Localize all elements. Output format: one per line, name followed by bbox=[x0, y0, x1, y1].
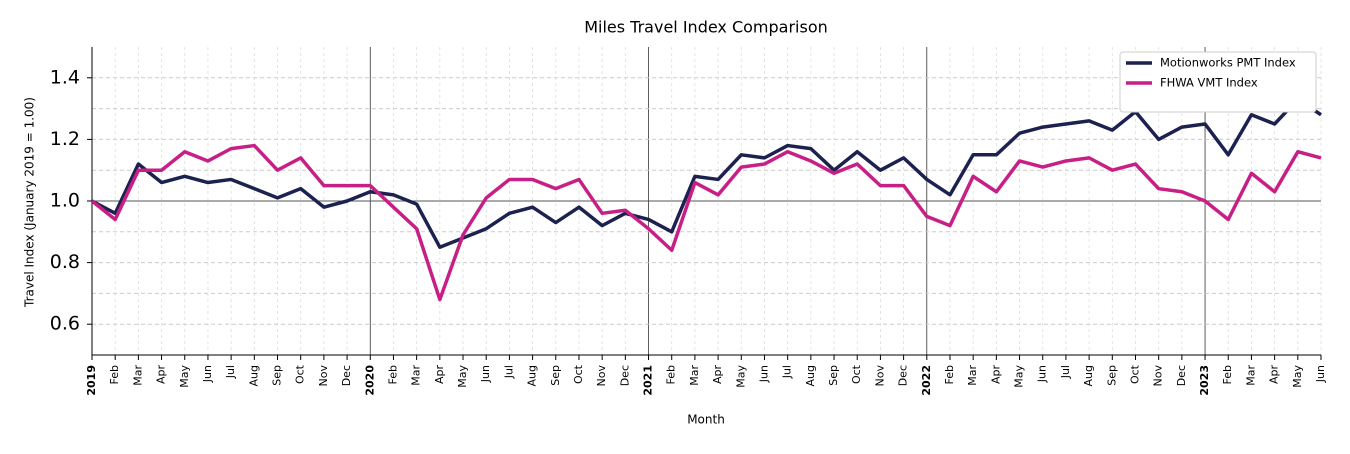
x-tick-label: Jun bbox=[757, 365, 770, 383]
x-tick-label: Nov bbox=[873, 365, 886, 387]
x-tick-label: Feb bbox=[943, 365, 956, 384]
x-tick-label: Sep bbox=[1105, 365, 1118, 386]
x-tick-label: 2023 bbox=[1198, 365, 1211, 396]
y-tick-label: 1.0 bbox=[50, 190, 80, 212]
x-tick-label: Sep bbox=[827, 365, 840, 386]
x-tick-label: Dec bbox=[618, 365, 631, 386]
x-tick-label: May bbox=[1291, 365, 1304, 388]
x-tick-label: Aug bbox=[1082, 365, 1095, 386]
x-tick-label: 2019 bbox=[85, 365, 98, 396]
legend-label: Motionworks PMT Index bbox=[1160, 56, 1296, 70]
x-tick-label: Jun bbox=[201, 365, 214, 383]
x-tick-label: 2020 bbox=[363, 365, 376, 396]
x-tick-label: Oct bbox=[1128, 364, 1141, 384]
x-tick-label: Jul bbox=[502, 365, 515, 379]
x-tick-label: Dec bbox=[897, 365, 910, 386]
x-tick-label: Jul bbox=[1059, 365, 1072, 379]
x-tick-label: 2022 bbox=[920, 365, 933, 396]
x-tick-label: Dec bbox=[340, 365, 353, 386]
x-tick-label: Nov bbox=[1152, 365, 1165, 387]
x-tick-label: Apr bbox=[155, 365, 168, 385]
x-tick-label: Aug bbox=[526, 365, 539, 386]
series-line bbox=[91, 97, 1322, 249]
x-tick-label: Jul bbox=[224, 365, 237, 379]
x-tick-label: Aug bbox=[247, 365, 260, 386]
x-tick-label: Apr bbox=[711, 365, 724, 385]
x-tick-label: 2021 bbox=[642, 365, 655, 396]
x-tick-label: Apr bbox=[989, 365, 1002, 385]
x-tick-label: May bbox=[456, 365, 469, 388]
legend: Motionworks PMT Index FHWA VMT Index bbox=[1119, 51, 1317, 113]
x-tick-label: Dec bbox=[1175, 365, 1188, 386]
x-tick-label: Oct bbox=[850, 364, 863, 384]
x-tick-label: Nov bbox=[595, 365, 608, 387]
x-tick-label: May bbox=[178, 365, 191, 388]
x-tick-label: Mar bbox=[410, 365, 423, 386]
x-tick-label: Jun bbox=[479, 365, 492, 383]
x-tick-label: Jun bbox=[1314, 365, 1327, 383]
y-tick-label: 0.8 bbox=[50, 251, 80, 273]
chart-title: Miles Travel Index Comparison bbox=[584, 18, 828, 37]
legend-box bbox=[1119, 51, 1317, 113]
x-tick-label: Feb bbox=[665, 365, 678, 384]
series-line bbox=[90, 143, 1322, 302]
x-tick-label: May bbox=[734, 365, 747, 388]
x-tick-label: Mar bbox=[688, 365, 701, 386]
x-tick-label: Jul bbox=[781, 365, 794, 379]
x-tick-label: Oct bbox=[294, 364, 307, 384]
x-tick-label: Mar bbox=[1244, 365, 1257, 386]
y-tick-label: 1.2 bbox=[50, 128, 80, 150]
x-tick-label: Apr bbox=[1268, 365, 1281, 385]
x-tick-label: Nov bbox=[317, 365, 330, 387]
x-tick-label: Jun bbox=[1036, 365, 1049, 383]
x-tick-label: Feb bbox=[1221, 365, 1234, 384]
x-tick-label: Oct bbox=[572, 364, 585, 384]
x-tick-label: Aug bbox=[804, 365, 817, 386]
y-tick-label: 1.4 bbox=[50, 66, 80, 88]
x-tick-label: Mar bbox=[131, 365, 144, 386]
legend-label: FHWA VMT Index bbox=[1160, 76, 1258, 90]
x-axis-label: Month bbox=[687, 413, 725, 427]
x-tick-label: Sep bbox=[549, 365, 562, 386]
x-tick-label: Feb bbox=[386, 365, 399, 384]
x-tick-label: Mar bbox=[966, 365, 979, 386]
x-tick-label: Sep bbox=[271, 365, 284, 386]
y-tick-label: 0.6 bbox=[50, 313, 80, 335]
x-tick-label: Apr bbox=[433, 365, 446, 385]
x-tick-label: May bbox=[1013, 365, 1026, 388]
y-axis-label: Travel Index (January 2019 = 1.00) bbox=[23, 97, 37, 308]
x-tick-label: Feb bbox=[108, 365, 121, 384]
